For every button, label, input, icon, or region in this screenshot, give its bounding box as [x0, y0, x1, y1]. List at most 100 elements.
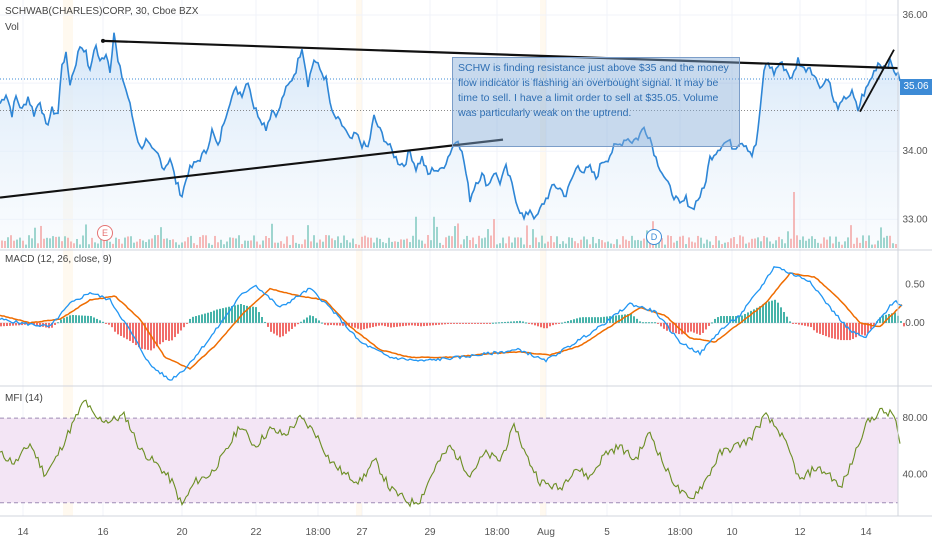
dividend-badge[interactable]: D	[646, 229, 662, 245]
volume-bar	[10, 235, 12, 248]
volume-bar	[871, 244, 873, 248]
macd-histogram-bar	[75, 315, 77, 323]
volume-bar	[553, 242, 555, 248]
volume-bar	[310, 241, 312, 248]
macd-histogram-bar	[591, 317, 593, 323]
macd-histogram-bar	[561, 322, 563, 324]
volume-bar	[46, 237, 48, 248]
volume-bar	[55, 236, 57, 248]
volume-bar	[847, 237, 849, 248]
macd-histogram-bar	[132, 322, 134, 343]
volume-bar	[556, 236, 558, 248]
volume-bar	[205, 235, 207, 248]
volume-bar	[877, 240, 879, 248]
macd-histogram-bar	[669, 322, 671, 332]
volume-bar	[313, 235, 315, 248]
volume-bar	[295, 242, 297, 248]
macd-histogram-bar	[528, 322, 530, 324]
macd-histogram-bar	[159, 322, 161, 345]
volume-bar	[643, 238, 645, 248]
macd-histogram-bar	[501, 322, 503, 324]
volume-bar	[235, 238, 237, 248]
volume-bar	[232, 237, 234, 248]
volume-bar	[865, 240, 867, 248]
macd-histogram-bar	[36, 322, 38, 326]
macd-histogram-bar	[558, 322, 560, 324]
resistance-trendline	[102, 39, 899, 70]
macd-histogram-bar	[699, 322, 701, 335]
time-tick-label: Aug	[537, 527, 555, 538]
macd-histogram-bar	[465, 322, 467, 324]
volume-bar	[640, 240, 642, 248]
macd-histogram-bar	[99, 320, 101, 323]
macd-histogram-bar	[696, 322, 698, 334]
volume-bar	[70, 241, 72, 248]
macd-histogram-bar	[687, 322, 689, 333]
macd-histogram-bar	[600, 317, 602, 323]
volume-bar	[67, 237, 69, 248]
macd-histogram-bar	[432, 322, 434, 326]
annotation-note[interactable]: SCHW is finding resistance just above $3…	[452, 57, 740, 147]
volume-bar	[319, 239, 321, 248]
volume-bar	[307, 225, 309, 248]
macd-histogram-bar	[795, 322, 797, 324]
volume-bar	[229, 237, 231, 248]
mfi-panel	[0, 399, 901, 508]
volume-bar	[505, 243, 507, 248]
macd-histogram-bar	[315, 318, 317, 323]
volume-bar	[811, 236, 813, 248]
volume-bar	[718, 240, 720, 248]
macd-histogram-bar	[39, 322, 41, 327]
macd-histogram-bar	[297, 322, 299, 325]
volume-bar	[7, 237, 9, 248]
volume-bar	[781, 239, 783, 248]
macd-histogram-bar	[108, 322, 110, 325]
volume-bar	[112, 243, 114, 248]
macd-histogram-bar	[468, 322, 470, 324]
volume-bar	[457, 223, 459, 248]
macd-histogram-bar	[240, 304, 242, 323]
macd-histogram-bar	[789, 321, 791, 323]
volume-bar	[358, 244, 360, 248]
volume-bar	[856, 237, 858, 248]
macd-histogram-bar	[84, 315, 86, 323]
earnings-badge[interactable]: E	[97, 225, 113, 241]
volume-bar	[79, 244, 81, 248]
macd-histogram-bar	[819, 322, 821, 334]
volume-bar	[733, 237, 735, 248]
volume-bar	[250, 240, 252, 248]
macd-histogram-bar	[726, 316, 728, 323]
session-band	[540, 0, 546, 516]
volume-bar	[61, 241, 63, 248]
volume-bar	[475, 244, 477, 248]
volume-bar	[394, 241, 396, 248]
macd-histogram-bar	[477, 322, 479, 324]
volume-bar	[496, 244, 498, 248]
volume-bar	[601, 240, 603, 248]
macd-histogram-bar	[573, 319, 575, 323]
volume-bar	[580, 239, 582, 248]
macd-histogram-bar	[216, 309, 218, 323]
macd-histogram-bar	[282, 322, 284, 337]
macd-histogram-bar	[27, 322, 29, 325]
volume-bar	[610, 243, 612, 248]
macd-histogram-bar	[471, 322, 473, 324]
volume-bar	[19, 237, 21, 248]
macd-histogram-bar	[309, 315, 311, 323]
time-tick-label: 27	[356, 527, 368, 538]
macd-histogram-bar	[831, 322, 833, 339]
macd-histogram-bar	[612, 315, 614, 323]
macd-histogram-bar	[378, 322, 380, 326]
volume-bar	[58, 236, 60, 248]
macd-histogram-bar	[294, 322, 296, 327]
macd-histogram-bar	[777, 302, 779, 323]
volume-bar	[688, 237, 690, 248]
macd-histogram-bar	[615, 315, 617, 323]
macd-histogram-bar	[288, 322, 290, 332]
price-tick-label: 36.00	[902, 10, 927, 21]
macd-histogram-bar	[414, 322, 416, 326]
volume-bar	[436, 226, 438, 248]
macd-histogram-bar	[603, 316, 605, 323]
macd-histogram-bar	[102, 321, 104, 323]
last-price-tag: 35.06	[900, 79, 932, 95]
